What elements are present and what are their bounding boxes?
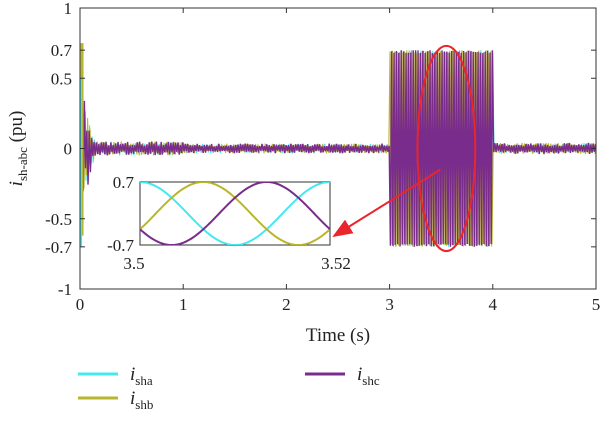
inset-frame [139, 181, 331, 246]
y-tick-label: 0.5 [51, 69, 72, 88]
inset-x-tick-label: 3.5 [123, 254, 144, 273]
arrow-to-inset [332, 168, 441, 238]
x-tick-label: 2 [282, 295, 291, 314]
inset-y-tick-label: 0.7 [113, 173, 135, 192]
inset-y-tick-label: -0.7 [107, 236, 134, 255]
y-axis-label: ish-abc (pu) [6, 111, 30, 187]
x-tick-label: 3 [385, 295, 394, 314]
y-tick-label: 1 [64, 0, 73, 18]
series-line-c [80, 50, 596, 247]
legend-label-b-sub: shb [135, 397, 153, 412]
legend-label-c: ishc [357, 364, 380, 388]
inset-series-line-c [140, 182, 330, 245]
y-tick-label: 0.7 [51, 41, 73, 60]
axes: 0 1 2 3 4 5 1 0.7 0.5 0 -0.5 -0.7 -1 [45, 0, 600, 314]
y-tick-label: 0 [64, 140, 73, 159]
inset-x-tick-label: 3.52 [321, 254, 351, 273]
legend-label-c-main: i [357, 364, 362, 385]
y-axis-label-group: ish-abc (pu) [6, 111, 30, 187]
highlight-ellipse [416, 44, 477, 253]
y-tick-label: -1 [58, 280, 72, 299]
axis-labels: Time (s) ish-abc (pu) [6, 111, 370, 346]
x-tick-label: 1 [179, 295, 188, 314]
inset-plot: 0.7 -0.73.5 3.52 [107, 168, 441, 273]
legend-label-b-main: i [130, 388, 135, 409]
y-axis-label-main: i [6, 181, 27, 186]
y-axis-label-sub: sh-abc [15, 147, 30, 181]
y-axis-label-unit: (pu) [6, 111, 27, 147]
x-axis-label: Time (s) [306, 325, 370, 346]
legend-label-a-main: i [130, 364, 135, 385]
y-tick-label: -0.7 [45, 238, 72, 257]
x-tick-label: 0 [76, 295, 85, 314]
legend-label-c-sub: shc [362, 373, 380, 388]
legend-label-a: isha [130, 364, 153, 388]
plot-area [80, 43, 596, 253]
legend-label-b: ishb [130, 388, 153, 412]
x-tick-label: 4 [489, 295, 498, 314]
y-tick-label: -0.5 [45, 210, 72, 229]
legend-label-a-sub: sha [135, 373, 153, 388]
x-tick-label: 5 [592, 295, 600, 314]
